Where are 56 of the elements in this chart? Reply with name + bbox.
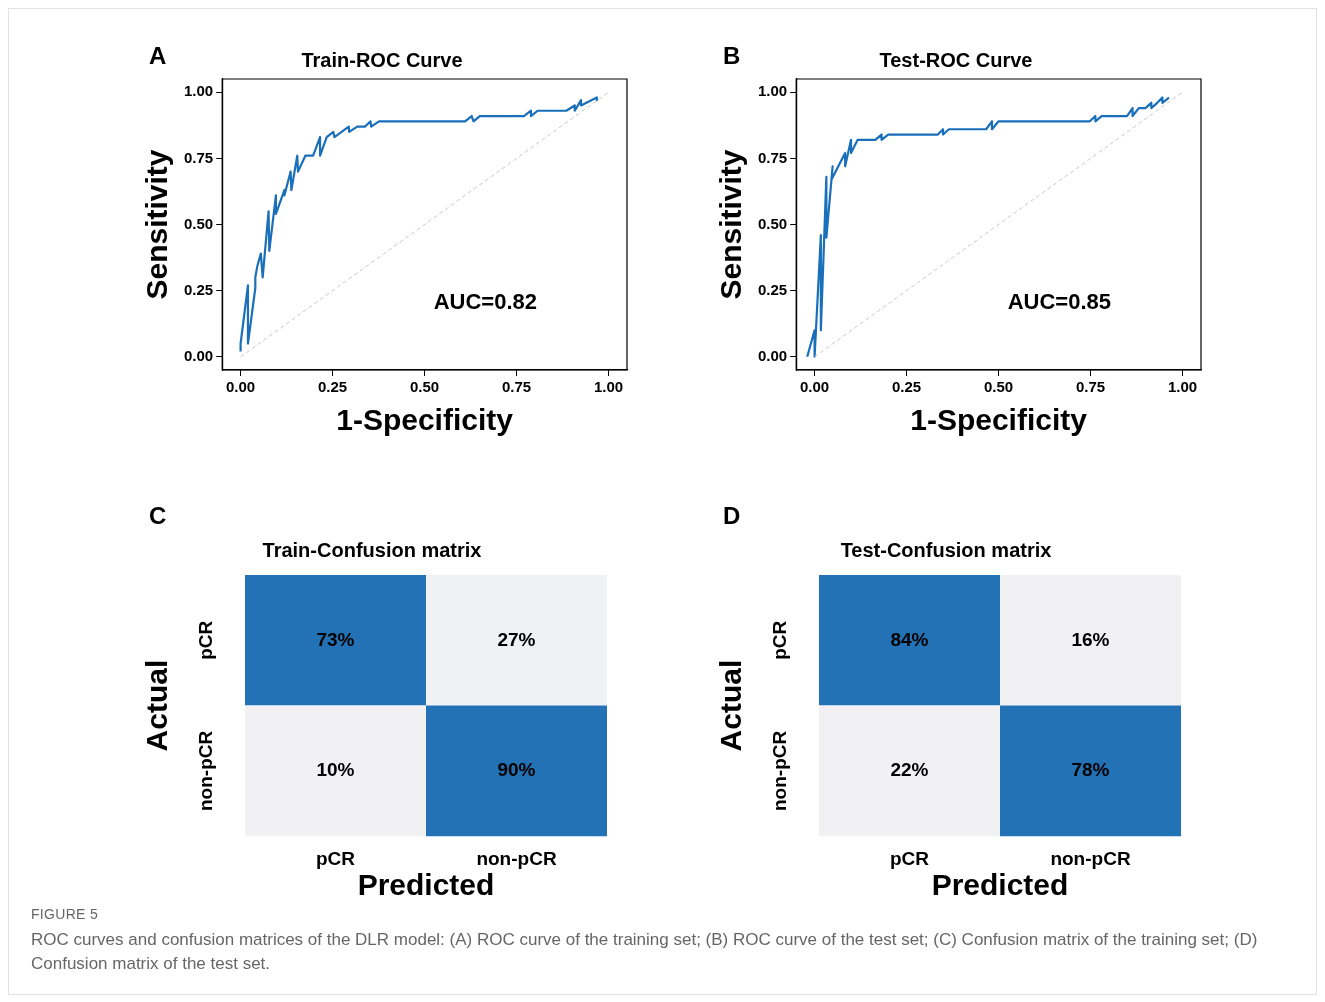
y-tick-label: 0.50	[183, 214, 214, 232]
y-tick-label: 0.75	[183, 148, 214, 166]
annotation: AUC=0.82	[433, 289, 537, 315]
y-tick-label: 1.00	[757, 82, 788, 100]
x-axis-title: Predicted	[357, 868, 495, 902]
data-label: 78%	[1071, 759, 1110, 781]
y-tick-label: 1.00	[183, 82, 214, 100]
y-tick-label: 0.00	[183, 346, 214, 364]
y-tick-label: 0.25	[757, 280, 788, 298]
y-axis-title: Actual	[714, 659, 748, 752]
data-label: 73%	[316, 628, 355, 650]
y-axis-title: Actual	[140, 659, 174, 752]
data-label: 84%	[890, 628, 929, 650]
x-tick-label: 0.00	[225, 378, 256, 396]
x-tick-label: 0.25	[891, 378, 922, 396]
x-tick-label: 0.00	[799, 378, 830, 396]
chart-title: Test-ROC Curve	[879, 48, 1033, 71]
x-tick-label: 0.25	[317, 378, 348, 396]
y-tick-label: pCR	[195, 620, 217, 660]
x-tick-label: 0.75	[502, 378, 532, 396]
data-label: 27%	[497, 628, 536, 650]
y-tick-label: 0.25	[183, 280, 214, 298]
data-label: 10%	[316, 759, 355, 781]
x-axis-title: 1-Specificity	[910, 403, 1088, 437]
data-label: 90%	[497, 759, 536, 781]
x-tick-label: 0.75	[1076, 378, 1106, 396]
text: ROC curves and confusion matrices of the DLR model: (A) ROC curve of the training set; (B) ROC curve of the test set; (C) Confusion matrix of the training set; (D) Confusion matrix of the test set.	[31, 929, 1259, 975]
x-tick-label: non-pCR	[1050, 847, 1131, 869]
text: B	[723, 41, 741, 69]
x-axis-title: Predicted	[931, 868, 1069, 902]
x-tick-label: 0.50	[410, 378, 440, 396]
text: C	[149, 501, 167, 529]
text: D	[723, 501, 741, 529]
x-tick-label: 1.00	[1168, 378, 1198, 396]
y-tick-label: non-pCR	[195, 730, 217, 811]
y-axis-title: Sensitivity	[140, 149, 174, 300]
x-tick-label: non-pCR	[476, 847, 557, 869]
x-tick-label: 1.00	[594, 378, 624, 396]
y-tick-label: pCR	[769, 620, 791, 660]
text: A	[149, 41, 167, 69]
x-axis-title: 1-Specificity	[336, 403, 514, 437]
annotation: AUC=0.85	[1007, 289, 1111, 315]
y-axis-title: Sensitivity	[714, 149, 748, 300]
data-label: 22%	[890, 759, 929, 781]
y-tick-label: 0.50	[757, 214, 788, 232]
chart-title: Test-Confusion matrix	[840, 538, 1052, 561]
chart-title: Train-ROC Curve	[301, 48, 463, 71]
x-tick-label: pCR	[889, 847, 930, 869]
data-label: 16%	[1071, 628, 1110, 650]
y-tick-label: non-pCR	[769, 730, 791, 811]
x-tick-label: 0.50	[984, 378, 1014, 396]
y-tick-label: 0.75	[757, 148, 788, 166]
x-tick-label: pCR	[315, 847, 356, 869]
y-tick-label: 0.00	[757, 346, 788, 364]
caption: FIGURE 5	[31, 906, 99, 922]
chart-title: Train-Confusion matrix	[262, 538, 482, 561]
